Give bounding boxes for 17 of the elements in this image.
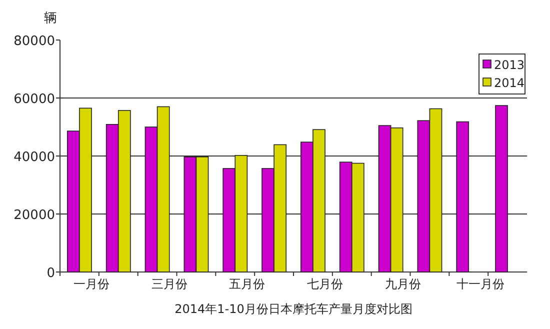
x-tick-label: 五月份	[229, 277, 266, 291]
legend-label: 2013	[494, 58, 525, 72]
y-tick-label: 60000	[14, 92, 55, 107]
y-tick-label: 40000	[14, 150, 55, 165]
x-tick-label: 十一月份	[456, 277, 505, 291]
x-tick-label: 三月份	[151, 277, 188, 291]
y-tick-label: 80000	[14, 34, 55, 49]
y-axis-title: 辆	[44, 11, 57, 26]
text: 2014年1-10月份日本摩托车产量月度对比图	[174, 302, 412, 316]
legend-label: 2014	[494, 76, 525, 90]
bar	[495, 105, 508, 272]
bar	[456, 121, 470, 272]
x-tick-label: 九月份	[384, 277, 421, 291]
y-tick-label: 20000	[14, 208, 55, 223]
x-tick-label: 七月份	[306, 277, 343, 291]
x-tick-label: 一月份	[73, 277, 110, 291]
y-tick-label: 0	[46, 266, 55, 281]
